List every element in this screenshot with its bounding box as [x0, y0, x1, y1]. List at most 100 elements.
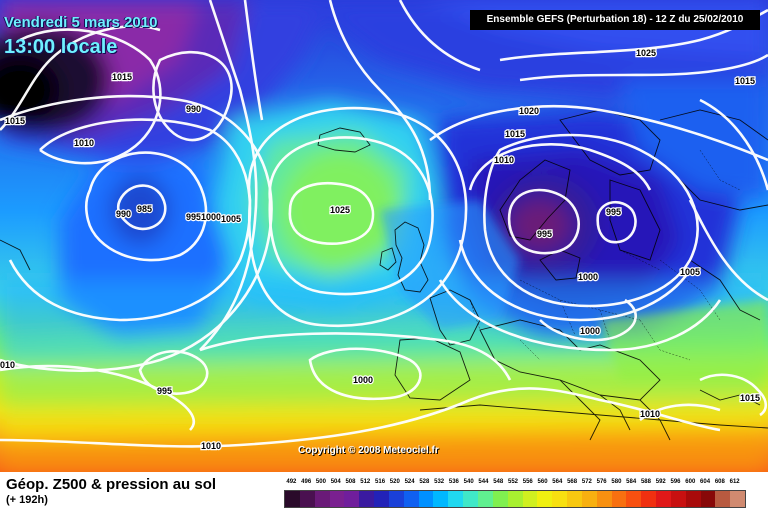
isobar-label-1010-w: 1010 [74, 138, 94, 148]
color-scale-swatch [596, 491, 612, 507]
isobar-label-1010-se: 1010 [640, 409, 660, 419]
color-scale-labels: 492 496 500 504 508 512 516 520 524 528 532 536 540 5… [284, 479, 742, 488]
isobar-label-1005-mid: 1005 [221, 214, 241, 224]
color-scale-label: 512 [360, 479, 371, 485]
color-scale-swatch [626, 491, 642, 507]
color-scale-label: 572 [581, 479, 592, 485]
isobar-label-1000-s: 1000 [353, 375, 373, 385]
color-scale-label: 524 [404, 479, 415, 485]
isobar-label-1010-sw: 1010 [201, 441, 221, 451]
color-scale-swatch [641, 491, 657, 507]
isobar-label-1015-w: 1015 [5, 116, 25, 126]
color-scale-swatch [715, 491, 731, 507]
isobar-label-1015-ne: 1015 [735, 76, 755, 86]
color-scale-swatch [730, 491, 746, 507]
isobar-label-990-w: 990 [116, 209, 131, 219]
legend-title: Géop. Z500 & pression au sol [6, 476, 217, 493]
color-scale-swatch [537, 491, 553, 507]
isobar-label-1000-se: 1000 [580, 326, 600, 336]
color-scale-swatch [552, 491, 568, 507]
color-scale-swatch [567, 491, 582, 507]
color-scale-swatch [477, 491, 493, 507]
color-scale-swatch [388, 491, 404, 507]
color-scale-swatch [329, 491, 345, 507]
color-scale-bar [284, 490, 746, 508]
color-scale-label: 600 [685, 479, 696, 485]
color-scale-label: 532 [434, 479, 445, 485]
color-scale-label: 536 [448, 479, 459, 485]
color-scale-swatch [581, 491, 597, 507]
color-scale-label: 584 [626, 479, 637, 485]
color-scale-swatch [403, 491, 419, 507]
model-run-label: Ensemble GEFS (Perturbation 18) - 12 Z d… [470, 10, 760, 30]
isobar-label-985: 985 [137, 204, 152, 214]
color-scale-swatch [492, 491, 508, 507]
color-scale-swatch [418, 491, 434, 507]
isobar-label-1025-ne: 1025 [636, 48, 656, 58]
color-scale-swatch [522, 491, 538, 507]
isobar-label-1000-e: 1000 [578, 272, 598, 282]
color-scale-swatch [299, 491, 315, 507]
color-scale-label: 560 [537, 479, 548, 485]
color-scale-label: 612 [729, 479, 740, 485]
forecast-date: Vendredi 5 mars 2010 [4, 14, 158, 31]
color-scale-label: 500 [315, 479, 326, 485]
isobar-label-995-e: 995 [606, 207, 621, 217]
color-scale-swatch [448, 491, 464, 507]
color-scale-label: 604 [700, 479, 711, 485]
isobar-label-1010-c: 1010 [494, 155, 514, 165]
color-scale-swatch [656, 491, 671, 507]
isobar-label-1000-mid: 1000 [201, 212, 221, 222]
color-scale-swatch [507, 491, 523, 507]
color-scale-swatch [285, 491, 300, 507]
legend-subtitle: (+ 192h) [6, 494, 48, 506]
isobar-labels: 1015 1015 990 1010 990 985 995 1000 1005… [0, 47, 761, 452]
isobar-label-1025-atl: 1025 [330, 205, 350, 215]
isobar-label-995-mid: 995 [186, 212, 201, 222]
color-scale-swatch [433, 491, 449, 507]
color-scale-swatch [670, 491, 686, 507]
color-scale-swatch [344, 491, 360, 507]
color-scale-label: 588 [640, 479, 651, 485]
map-canvas: 1015 1015 990 1010 990 985 995 1000 1005… [0, 0, 768, 472]
color-scale-label: 528 [419, 479, 430, 485]
isobar-label-1020: 1020 [519, 106, 539, 116]
color-scale-label: 568 [567, 479, 578, 485]
color-scale-swatch [463, 491, 478, 507]
color-scale-label: 492 [286, 479, 297, 485]
color-scale-swatch [685, 491, 701, 507]
color-scale-label: 508 [345, 479, 356, 485]
color-scale-swatch [359, 491, 375, 507]
color-scale-label: 520 [389, 479, 400, 485]
copyright-notice: Copyright © 2008 Meteociel.fr [298, 445, 439, 456]
isobar-label-990-n: 990 [186, 104, 201, 114]
color-scale-swatch [374, 491, 389, 507]
isobar-label-010-w: 010 [0, 360, 15, 370]
color-scale-swatch [700, 491, 716, 507]
isobar-label-1015-se: 1015 [740, 393, 760, 403]
color-scale-swatch [611, 491, 627, 507]
color-scale-label: 592 [655, 479, 666, 485]
isobars [0, 0, 768, 446]
color-scale-label: 544 [478, 479, 489, 485]
color-scale-label: 516 [375, 479, 386, 485]
forecast-time: 13:00 locale [4, 36, 118, 58]
isobar-label-995-sw: 995 [157, 386, 172, 396]
color-scale-label: 576 [596, 479, 607, 485]
color-scale-swatch [314, 491, 330, 507]
isobar-label-1005-e: 1005 [680, 267, 700, 277]
color-scale-label: 552 [507, 479, 519, 485]
color-scale-label: 504 [330, 479, 341, 485]
color-scale-label: 564 [552, 479, 563, 485]
isobar-label-995-low: 995 [537, 229, 552, 239]
isobar-label-1015-c: 1015 [505, 129, 525, 139]
color-scale-label: 496 [301, 479, 312, 485]
color-scale-label: 556 [522, 479, 533, 485]
color-scale-label: 608 [714, 479, 725, 485]
color-scale-label: 580 [611, 479, 622, 485]
color-scale-label: 540 [463, 479, 474, 485]
color-scale-label: 548 [493, 479, 504, 485]
color-scale-label: 596 [670, 479, 681, 485]
isobar-label-1015-nw: 1015 [112, 72, 132, 82]
